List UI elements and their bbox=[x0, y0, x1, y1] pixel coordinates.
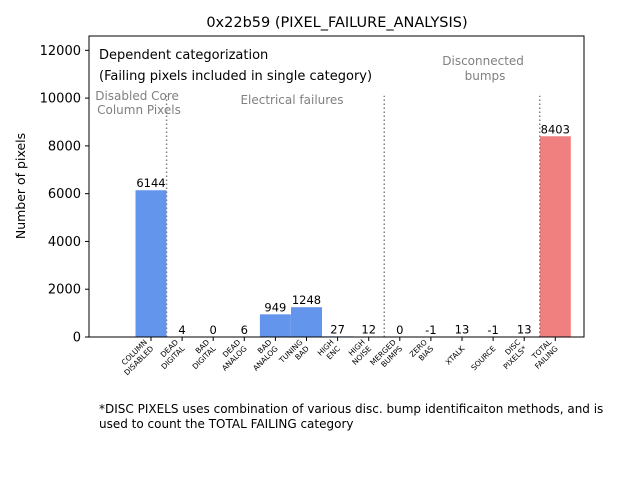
legend-line-2: (Failing pixels included in single categ… bbox=[99, 69, 372, 84]
x-tick-label: XTALK bbox=[444, 343, 468, 367]
section-label-disabled-core-line-1: Disabled Core bbox=[95, 89, 179, 103]
bar bbox=[291, 307, 322, 337]
bar-value-label: 8403 bbox=[541, 122, 570, 136]
bar-value-label: 13 bbox=[517, 323, 532, 337]
bar bbox=[539, 136, 571, 337]
bar-value-label: 27 bbox=[330, 322, 345, 336]
section-label-disconnected-line-2: bumps bbox=[465, 69, 506, 83]
bar-value-label: 13 bbox=[455, 323, 470, 337]
x-tick-label: TOTALFAILING bbox=[527, 337, 561, 371]
section-label-disconnected-line-1: Disconnected bbox=[442, 54, 524, 68]
y-tick-label: 4000 bbox=[48, 235, 81, 250]
x-tick-label: BADANALOG bbox=[245, 338, 280, 373]
section-label-electrical: Electrical failures bbox=[240, 93, 343, 107]
x-tick-label: COLUMNDISABLED bbox=[116, 338, 156, 378]
x-tick-label-line: SOURCE bbox=[469, 344, 497, 372]
bar-value-label: 12 bbox=[361, 323, 376, 337]
bar-value-label: 0 bbox=[396, 323, 403, 337]
section-label-disabled-core: Disabled Core Column Pixels bbox=[95, 89, 183, 117]
section-label-electrical-line-1: Electrical failures bbox=[240, 93, 343, 107]
legend-line-1: Dependent categorization bbox=[99, 48, 268, 63]
bar bbox=[259, 314, 291, 337]
y-tick-label: 8000 bbox=[48, 139, 81, 154]
bar-value-label: 6 bbox=[241, 323, 248, 337]
bar-value-label: -1 bbox=[487, 323, 498, 337]
section-label-disconnected: Disconnected bumps bbox=[442, 54, 528, 83]
x-tick-label-line: XTALK bbox=[444, 343, 468, 367]
y-tick-label: 2000 bbox=[48, 283, 81, 298]
bar-value-label: 4 bbox=[178, 323, 185, 337]
x-tick-label: DEADANALOG bbox=[214, 338, 249, 373]
x-tick-label: DEADDIGITAL bbox=[153, 337, 187, 371]
bar-value-label: -1 bbox=[425, 323, 436, 337]
bar-value-label: 1248 bbox=[292, 293, 321, 307]
y-tick-label: 0 bbox=[73, 331, 81, 346]
chart-title: 0x22b59 (PIXEL_FAILURE_ANALYSIS) bbox=[206, 15, 467, 31]
footnote: *DISC PIXELS uses combination of various… bbox=[99, 402, 604, 431]
bar-value-label: 949 bbox=[264, 300, 286, 314]
bar bbox=[135, 190, 167, 337]
x-tick-label: TUNINGBAD bbox=[277, 338, 311, 372]
x-tick-label: MERGEDBUMPS bbox=[368, 338, 404, 374]
section-label-disabled-core-line-2: Column Pixels bbox=[97, 103, 181, 117]
x-tick-label: DISCPIXELS* bbox=[495, 338, 529, 372]
y-tick-label: 6000 bbox=[48, 187, 81, 202]
y-tick-label: 12000 bbox=[40, 44, 81, 59]
x-tick-label: HIGHENC bbox=[316, 338, 342, 364]
bar-value-label: 6144 bbox=[136, 176, 165, 190]
x-tick-label: SOURCE bbox=[469, 344, 497, 372]
y-axis-label: Number of pixels bbox=[13, 133, 28, 239]
plot-frame bbox=[88, 35, 585, 338]
x-tick-label: ZEROBIAS bbox=[408, 338, 436, 366]
x-tick-label: BADDIGITAL bbox=[184, 337, 218, 371]
y-tick-label: 10000 bbox=[40, 92, 81, 107]
bar-value-label: 0 bbox=[210, 323, 217, 337]
